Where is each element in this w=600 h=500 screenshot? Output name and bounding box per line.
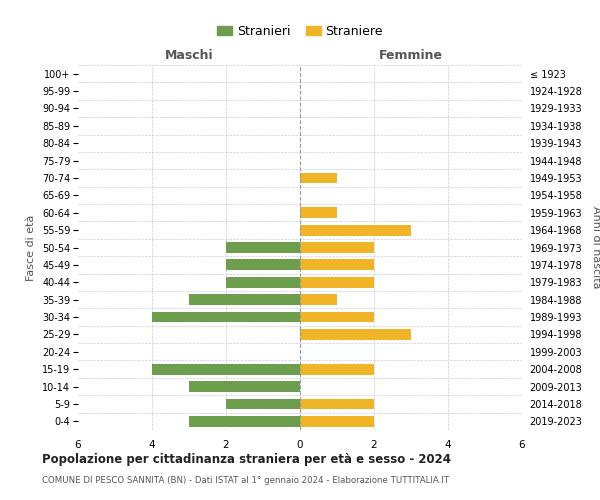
Bar [226, 398, 300, 409]
Bar [300, 277, 374, 287]
Y-axis label: Anni di nascita: Anni di nascita [591, 206, 600, 289]
Bar [226, 260, 300, 270]
Text: Popolazione per cittadinanza straniera per età e sesso - 2024: Popolazione per cittadinanza straniera p… [42, 452, 451, 466]
Bar [300, 312, 374, 322]
Bar [300, 416, 374, 426]
Bar [152, 364, 300, 374]
Bar [189, 381, 300, 392]
Bar [300, 398, 374, 409]
Bar [300, 260, 374, 270]
Text: Maschi: Maschi [164, 48, 214, 62]
Bar [189, 294, 300, 305]
Text: Femmine: Femmine [379, 48, 443, 62]
Bar [300, 329, 411, 340]
Bar [300, 242, 374, 253]
Bar [226, 277, 300, 287]
Bar [300, 208, 337, 218]
Bar [300, 172, 337, 184]
Bar [300, 224, 411, 235]
Y-axis label: Fasce di età: Fasce di età [26, 214, 37, 280]
Bar [226, 242, 300, 253]
Bar [152, 312, 300, 322]
Text: COMUNE DI PESCO SANNITA (BN) - Dati ISTAT al 1° gennaio 2024 - Elaborazione TUTT: COMUNE DI PESCO SANNITA (BN) - Dati ISTA… [42, 476, 449, 485]
Legend: Stranieri, Straniere: Stranieri, Straniere [212, 20, 388, 43]
Bar [300, 294, 337, 305]
Bar [189, 416, 300, 426]
Bar [300, 364, 374, 374]
